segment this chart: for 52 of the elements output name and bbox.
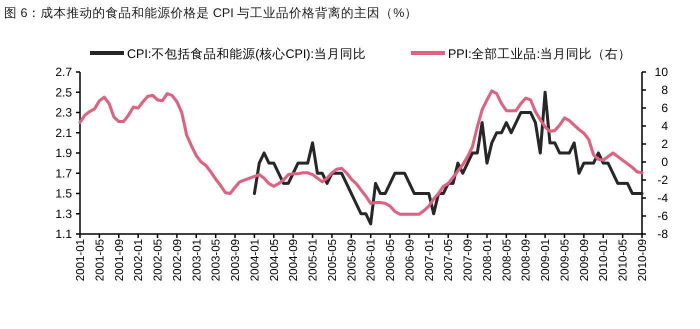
x-tick-label: 2003-01 xyxy=(191,239,204,282)
x-tick-label: 2002-09 xyxy=(172,239,184,282)
y2-tick-label: 4 xyxy=(661,119,668,133)
y-tick-label: 2.1 xyxy=(55,126,72,140)
title: 图 6：成本推动的食品和能源价格是 CPI 与工业品价格背离的主因（%） xyxy=(4,6,418,20)
y2-tick-label: -2 xyxy=(657,173,668,187)
y-tick-label: 1.3 xyxy=(55,206,72,221)
x-tick-label: 2009-01 xyxy=(540,239,552,282)
x-tick-label: 2001-05 xyxy=(94,239,106,282)
x-tick-label: 2005-09 xyxy=(346,239,358,282)
x-tick-label: 2002-01 xyxy=(133,239,146,282)
x-tick-label: 2005-05 xyxy=(326,239,339,282)
y2-tick-label: 10 xyxy=(654,65,668,79)
y2-tick-label: 0 xyxy=(661,155,668,169)
x-tick-label: 2005-01 xyxy=(308,239,320,282)
y-tick-label: 1.5 xyxy=(55,186,72,200)
x-tick-label: 2008-05 xyxy=(501,239,514,282)
x-tick-label: 2001-09 xyxy=(114,239,126,282)
y-tick-label: 1.1 xyxy=(55,227,72,241)
y-tick-label: 2.3 xyxy=(55,106,72,120)
x-tick-label: 2007-05 xyxy=(443,239,456,282)
y2-tick-label: -4 xyxy=(657,191,668,205)
y2-tick-label: 6 xyxy=(661,101,668,115)
legend-label: CPI:不包括食品和能源(核心CPI):当月同比 xyxy=(127,46,366,61)
x-tick-label: 2006-05 xyxy=(385,239,398,282)
x-tick-label: 2006-09 xyxy=(404,239,416,282)
x-tick-label: 2004-05 xyxy=(268,239,281,282)
x-tick-label: 2003-09 xyxy=(230,239,242,282)
y-tick-label: 1.7 xyxy=(55,166,72,180)
x-tick-label: 2010-09 xyxy=(637,239,649,282)
x-tick-label: 2004-09 xyxy=(288,239,300,282)
x-tick-label: 2007-01 xyxy=(424,239,436,282)
x-tick-label: 2003-05 xyxy=(210,239,223,282)
x-tick-label: 2004-01 xyxy=(249,239,262,282)
x-tick-label: 2006-01 xyxy=(366,239,378,282)
y2-tick-label: -8 xyxy=(657,227,668,241)
y2-tick-label: 2 xyxy=(661,137,668,151)
x-tick-label: 2007-09 xyxy=(462,239,475,282)
x-tick-label: 2010-01 xyxy=(598,239,610,282)
y2-tick-label: 8 xyxy=(661,83,668,97)
x-tick-label: 2001-01 xyxy=(75,239,87,282)
legend-label: PPI:全部工业品:当月同比（右） xyxy=(448,47,632,61)
x-tick-label: 2010-05 xyxy=(618,239,630,282)
x-tick-label: 2002-05 xyxy=(152,239,165,282)
y-tick-label: 2.5 xyxy=(55,85,72,100)
x-tick-label: 2008-01 xyxy=(482,239,494,282)
y2-tick-label: -6 xyxy=(657,209,668,223)
x-tick-label: 2009-05 xyxy=(559,239,572,282)
x-tick-label: 2008-09 xyxy=(520,239,533,282)
x-tick-label: 2009-09 xyxy=(578,239,591,282)
y-tick-label: 1.9 xyxy=(55,146,72,160)
y-tick-label: 2.7 xyxy=(55,65,72,79)
